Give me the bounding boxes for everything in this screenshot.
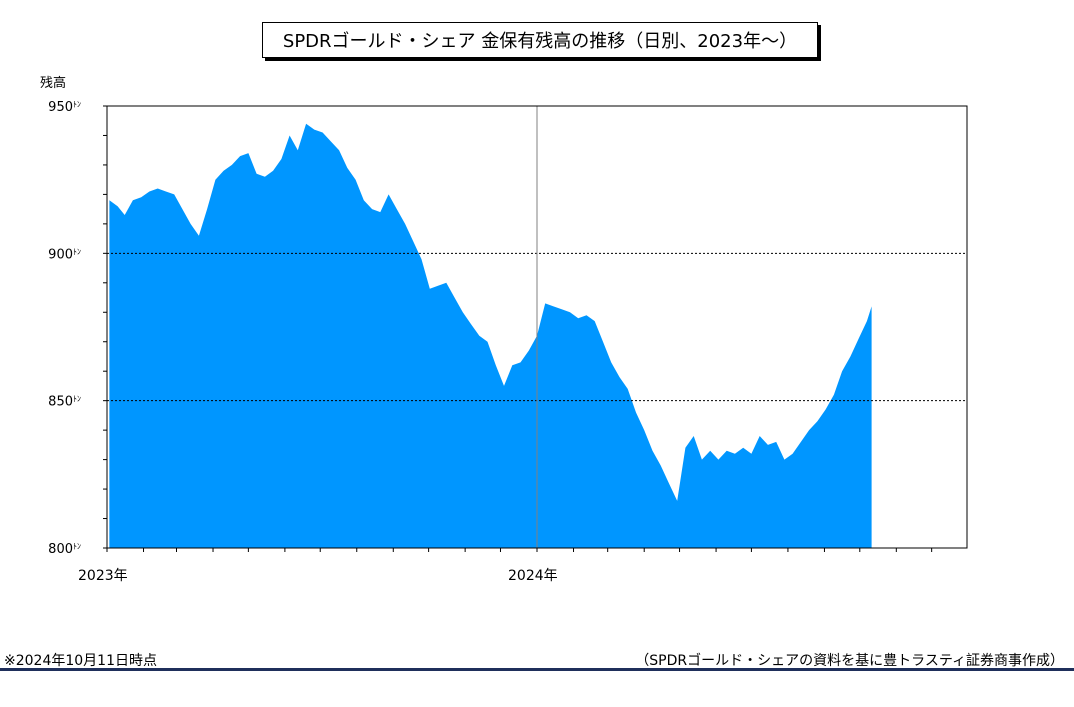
x-tick-label-2023年: 2023年 [78,568,128,584]
y-tick-unit-850: ﾄﾝ [73,395,81,404]
y-tick-unit-800: ﾄﾝ [73,542,81,551]
as-of-note: ※2024年10月11日時点 [4,653,157,669]
x-tick-label-2024年: 2024年 [508,568,558,584]
y-tick-label-900: 900 [48,247,73,262]
y-tick-unit-950: ﾄﾝ [73,100,81,109]
y-tick-label-800: 800 [48,542,73,557]
footer-rule [0,668,1074,671]
y-tick-label-950: 950 [48,100,73,115]
chart-title: SPDRゴールド・シェア 金保有残高の推移（日別、2023年～） [262,22,818,58]
series-area [109,123,872,548]
source-note: （SPDRゴールド・シェアの資料を基に豊トラスティ証券商事作成） [635,653,1064,669]
y-tick-label-850: 850 [48,395,73,410]
y-tick-unit-900: ﾄﾝ [73,247,81,256]
y-axis-label: 残高 [40,76,67,91]
